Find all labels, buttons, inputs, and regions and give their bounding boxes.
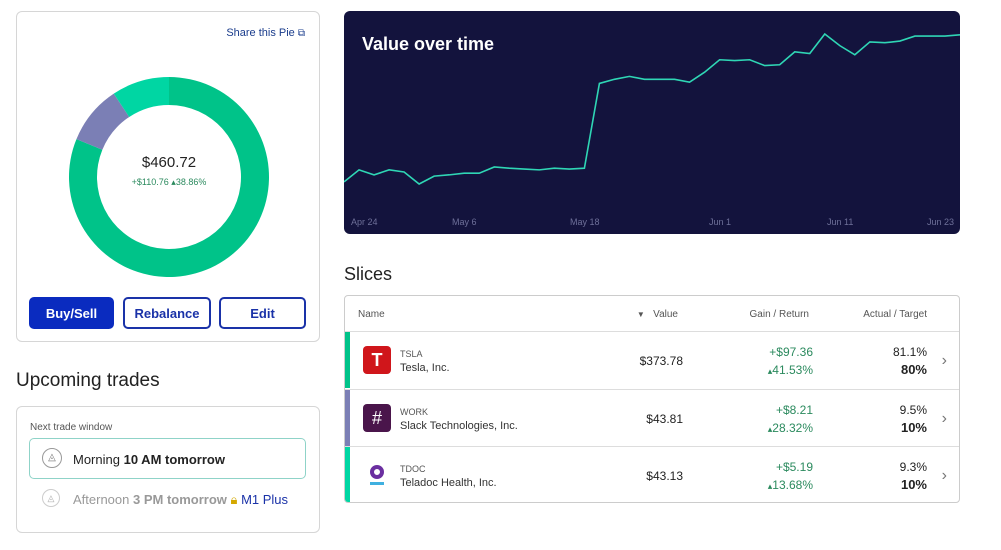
column-header: Name [358, 309, 385, 320]
return-text: 41.53% [772, 363, 813, 377]
actual: 9.5% [899, 402, 927, 417]
pie-return: 38.86% [175, 177, 207, 187]
value-chart: Value over time Apr 24 May 6 May 18 Jun … [344, 11, 960, 234]
column-header[interactable]: ▼ Value [636, 309, 678, 320]
company[interactable]: Slack Technologies, Inc. [400, 419, 518, 432]
pie-gain: +$110.76 [131, 177, 169, 187]
target: 10% [900, 419, 927, 435]
period[interactable]: Morning [73, 452, 120, 467]
color-bar [345, 447, 350, 502]
gain: +$8.21 [775, 402, 813, 417]
value-line [344, 32, 960, 185]
morning-option[interactable]: ◬ Morning 10 AM tomorrow [29, 438, 306, 479]
return-text: 13.68% [772, 478, 813, 492]
company[interactable]: Teladoc Health, Inc. [400, 477, 497, 489]
upcoming-title: Upcoming trades [16, 370, 160, 391]
donut-slice [113, 77, 169, 117]
pie-card: Share this Pie ⧉ $460.72 +$110.76 ▴38.86… [16, 11, 320, 342]
company[interactable]: Tesla, Inc. [400, 362, 450, 374]
pie-change: +$110.76 ▴38.86% [131, 177, 207, 187]
actual: 9.3% [899, 460, 927, 474]
ticker[interactable]: TDOC [400, 464, 426, 474]
rebalance-button[interactable]: Rebalance [123, 297, 211, 329]
x-label: May 6 [452, 217, 477, 227]
edit-button[interactable]: Edit [219, 297, 306, 329]
ticker[interactable]: WORK [400, 406, 428, 417]
value: $43.81 [646, 411, 683, 426]
pie-value: $460.72 [141, 154, 197, 171]
chart-title: Value over time [362, 34, 495, 54]
donut-slice [76, 93, 130, 150]
gain: +$97.36 [769, 345, 813, 359]
slices-title: Slices [344, 264, 393, 284]
actual: 81.1% [892, 345, 927, 359]
share-text[interactable]: Share this Pie [226, 27, 295, 39]
buy-sell-button[interactable]: Buy/Sell [29, 297, 114, 329]
trades-card: Next trade window ◬ Morning 10 AM tomorr… [16, 406, 320, 533]
return: ▴28.32% [767, 420, 813, 435]
x-label: Apr 24 [351, 217, 378, 227]
period: Afternoon [73, 492, 130, 507]
slice-row[interactable]: TDOC Teladoc Health, Inc. $43.13 +$5.19 … [345, 446, 959, 502]
slice-row[interactable]: T TSLA Tesla, Inc. $373.78 +$97.36 ▴41.5… [345, 331, 959, 388]
afternoon-text: Afternoon 3 PM tomorrow 🔒︎ M1 Plus [73, 492, 289, 507]
column-header: Gain / Return [749, 309, 809, 320]
slices-table: Name ▼ Value Gain / Return Actual / Targ… [344, 295, 960, 503]
gain: +$5.19 [775, 460, 813, 474]
target: 80% [900, 362, 927, 377]
value: $373.78 [639, 354, 683, 368]
color-bar [345, 332, 350, 388]
x-label: Jun 11 [827, 217, 854, 227]
value: $43.13 [646, 469, 683, 483]
x-label: Jun 1 [709, 217, 732, 227]
share-link[interactable]: Share this Pie ⧉ [226, 27, 305, 39]
x-label: May 18 [570, 217, 600, 227]
time: 3 PM tomorrow [133, 492, 227, 507]
donut [68, 77, 269, 277]
x-label: Jun 23 [927, 217, 955, 227]
target: 10% [900, 477, 927, 492]
return: ▴41.53% [767, 363, 813, 377]
badge[interactable]: M1 Plus [241, 492, 289, 507]
morning-text[interactable]: Morning 10 AM tomorrow [73, 452, 225, 467]
return-text: 28.32% [772, 420, 813, 435]
window-label: Next trade window [30, 422, 113, 433]
color-bar [345, 389, 350, 446]
column-header-text[interactable]: Value [653, 309, 678, 320]
slice-row[interactable]: # WORK Slack Technologies, Inc. $43.81 +… [345, 388, 959, 446]
ticker[interactable]: TSLA [400, 349, 423, 359]
time[interactable]: 10 AM tomorrow [123, 452, 225, 467]
column-header: Actual / Target [863, 309, 927, 320]
line-plot [344, 32, 960, 185]
return: ▴13.68% [767, 478, 813, 492]
